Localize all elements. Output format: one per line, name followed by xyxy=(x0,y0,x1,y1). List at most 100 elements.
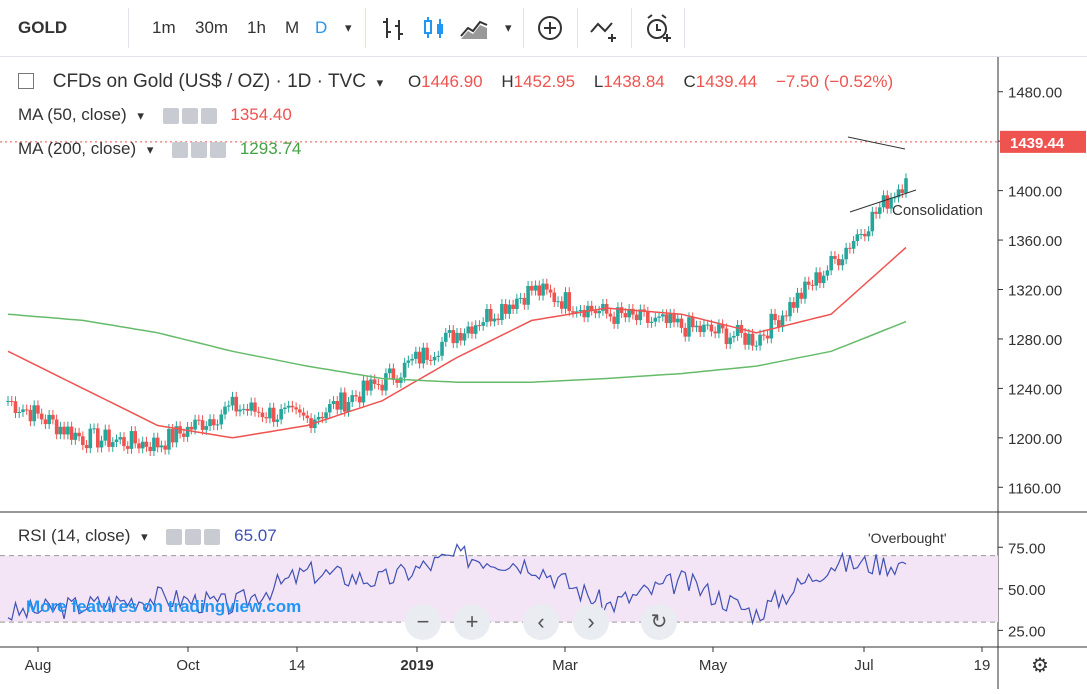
rsi-controls[interactable] xyxy=(166,527,223,547)
bar-style-icon[interactable] xyxy=(378,12,410,44)
candle-body xyxy=(342,392,347,412)
candle-body xyxy=(821,275,826,284)
candle-body xyxy=(152,437,156,452)
candle-body xyxy=(791,302,796,308)
candle-body xyxy=(717,324,721,334)
candle-body xyxy=(159,445,164,448)
candle-body xyxy=(66,426,70,435)
main-pane xyxy=(0,57,998,512)
eye-icon[interactable] xyxy=(172,142,189,159)
toolbar-divider xyxy=(128,8,129,48)
ma50-controls[interactable] xyxy=(162,106,220,126)
candle-body xyxy=(443,332,448,342)
candle-body xyxy=(889,197,893,209)
gear-icon[interactable] xyxy=(185,529,202,546)
candle-body xyxy=(844,247,848,260)
candle-body xyxy=(211,419,216,426)
collapse-icon[interactable] xyxy=(18,72,34,89)
zoom-out-button[interactable]: − xyxy=(405,604,441,640)
candle-body xyxy=(878,207,882,214)
interval-month[interactable]: M xyxy=(285,18,300,37)
y-tick-label: 1280.00 xyxy=(1008,332,1062,349)
scroll-left-button[interactable]: ‹ xyxy=(523,604,559,640)
candle-body xyxy=(391,368,396,381)
candle-body xyxy=(825,270,830,276)
gear-icon[interactable] xyxy=(181,108,198,125)
area-style-icon[interactable] xyxy=(458,12,490,44)
candle-body xyxy=(200,420,205,430)
close-icon[interactable] xyxy=(200,108,217,125)
interval-1h[interactable]: 1h xyxy=(247,18,266,37)
candle-body xyxy=(866,231,871,237)
candle-body xyxy=(518,297,523,299)
open-label: O xyxy=(407,72,422,91)
candle-body xyxy=(608,313,613,317)
candle-body xyxy=(275,419,280,422)
reset-icon[interactable]: ↻ xyxy=(641,604,677,640)
ma200-legend[interactable]: MA (200, close) ▾ 1293.74 xyxy=(18,139,307,160)
candle-body xyxy=(301,412,306,416)
low-label: L xyxy=(593,72,604,91)
rsi-tick-label: 50.00 xyxy=(1008,582,1046,599)
ma50-value: 1354.40 xyxy=(230,105,292,124)
zoom-in-button[interactable]: + xyxy=(454,604,490,640)
candle-body xyxy=(372,379,377,384)
candle-body xyxy=(305,415,310,419)
interval-30m[interactable]: 30m xyxy=(195,18,229,37)
interval-1m[interactable]: 1m xyxy=(152,18,176,37)
candle-body xyxy=(863,233,867,237)
candle-body xyxy=(402,362,407,378)
chevron-down-icon[interactable]: ▾ xyxy=(146,142,154,157)
rsi-legend[interactable]: RSI (14, close) ▾ 65.07 xyxy=(18,526,283,547)
candle-body xyxy=(230,396,235,406)
toolbar-divider xyxy=(365,8,366,48)
interval-day[interactable]: D xyxy=(315,18,328,37)
ma200-controls[interactable] xyxy=(172,140,229,160)
candles-icon[interactable] xyxy=(418,12,450,44)
scroll-right-button[interactable]: › xyxy=(573,604,609,640)
symbol-label[interactable]: GOLD xyxy=(18,18,68,37)
settings-gear-icon[interactable]: ⚙ xyxy=(1031,655,1049,677)
close-icon[interactable] xyxy=(204,529,221,546)
candle-body xyxy=(660,314,665,317)
chevron-down-icon[interactable]: ▾ xyxy=(376,75,384,90)
compare-icon[interactable] xyxy=(588,12,620,44)
eye-icon[interactable] xyxy=(166,529,183,546)
chart-area[interactable]: 1160.00 1200.00 1240.00 1280.00 1320.00 1360.… xyxy=(0,57,1087,689)
candle-body xyxy=(133,431,138,444)
candle-body xyxy=(155,437,160,448)
gear-icon[interactable] xyxy=(191,142,208,159)
candle-body xyxy=(339,392,343,410)
candle-body xyxy=(597,310,601,314)
candle-body xyxy=(286,405,291,408)
price-chart[interactable]: 1160.00 1200.00 1240.00 1280.00 1320.00 1360.… xyxy=(0,57,1087,689)
candle-body xyxy=(256,411,261,413)
rsi-label: RSI (14, close) xyxy=(18,526,131,545)
candle-body xyxy=(709,324,714,332)
candle-body xyxy=(604,303,609,314)
candle-body xyxy=(754,345,759,347)
candle-body xyxy=(500,304,504,321)
candle-body xyxy=(316,416,321,420)
candle-body xyxy=(743,332,747,345)
chevron-down-icon[interactable]: ▾ xyxy=(141,529,148,544)
promo-link[interactable]: More features on tradingview.com xyxy=(26,597,302,616)
eye-icon[interactable] xyxy=(162,108,179,125)
chevron-down-icon[interactable]: ▾ xyxy=(345,20,352,35)
candle-body xyxy=(268,407,272,419)
candle-body xyxy=(24,409,29,411)
alarm-clock-icon[interactable] xyxy=(642,12,674,44)
candle-body xyxy=(174,426,179,443)
candle-body xyxy=(245,408,250,411)
candle-body xyxy=(892,197,897,199)
candle-body xyxy=(638,309,643,321)
ma50-legend[interactable]: MA (50, close) ▾ 1354.40 xyxy=(18,105,298,126)
candle-body xyxy=(260,412,265,418)
candle-body xyxy=(81,436,85,446)
chevron-down-icon[interactable]: ▾ xyxy=(505,20,512,35)
candle-body xyxy=(631,308,635,315)
close-icon[interactable] xyxy=(210,142,227,159)
chevron-down-icon[interactable]: ▾ xyxy=(137,108,144,123)
add-indicator-icon[interactable] xyxy=(534,12,566,44)
candle-body xyxy=(432,356,437,361)
